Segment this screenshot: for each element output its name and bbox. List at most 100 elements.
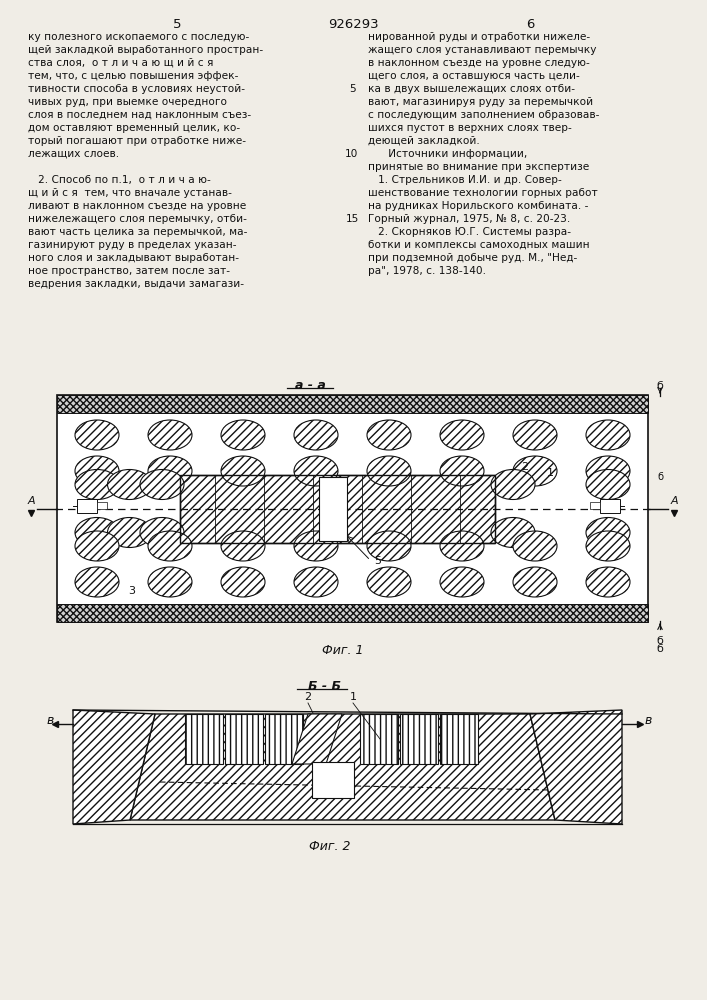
Text: 15: 15 xyxy=(346,214,358,224)
Text: 6: 6 xyxy=(526,18,534,31)
Text: торый погашают при отработке ниже-: торый погашают при отработке ниже- xyxy=(28,136,246,146)
Text: ку полезного ископаемого с последую-: ку полезного ископаемого с последую- xyxy=(28,32,250,42)
Text: 10: 10 xyxy=(345,149,358,159)
Ellipse shape xyxy=(440,456,484,486)
Bar xyxy=(180,475,495,542)
Text: нижележащего слоя перемычку, отби-: нижележащего слоя перемычку, отби- xyxy=(28,214,247,224)
Ellipse shape xyxy=(440,567,484,597)
Ellipse shape xyxy=(440,531,484,561)
Text: газинируют руду в пределах указан-: газинируют руду в пределах указан- xyxy=(28,240,237,250)
Ellipse shape xyxy=(586,567,630,597)
Bar xyxy=(225,714,263,764)
Text: б: б xyxy=(657,636,663,646)
Text: при подземной добыче руд. М., "Нед-: при подземной добыче руд. М., "Нед- xyxy=(368,253,577,263)
Text: принятые во внимание при экспертизе: принятые во внимание при экспертизе xyxy=(368,162,589,172)
Text: ливают в наклонном съезде на уровне: ливают в наклонном съезде на уровне xyxy=(28,201,246,211)
Ellipse shape xyxy=(491,470,535,499)
Text: щего слоя, а оставшуюся часть цели-: щего слоя, а оставшуюся часть цели- xyxy=(368,71,580,81)
Ellipse shape xyxy=(75,420,119,450)
Ellipse shape xyxy=(513,567,557,597)
Text: ка в двух вышележащих слоях отби-: ка в двух вышележащих слоях отби- xyxy=(368,84,575,94)
Text: 2. Скорняков Ю.Г. Системы разра-: 2. Скорняков Ю.Г. Системы разра- xyxy=(368,227,571,237)
Bar xyxy=(77,498,97,512)
Text: ботки и комплексы самоходных машин: ботки и комплексы самоходных машин xyxy=(368,240,590,250)
Text: 1: 1 xyxy=(349,692,356,702)
Ellipse shape xyxy=(513,420,557,450)
Text: лежащих слоев.: лежащих слоев. xyxy=(28,149,119,159)
Ellipse shape xyxy=(294,567,338,597)
Text: тем, что, с целью повышения эффек-: тем, что, с целью повышения эффек- xyxy=(28,71,238,81)
Text: 2: 2 xyxy=(522,462,529,472)
Text: 2. Способ по п.1,  о т л и ч а ю-: 2. Способ по п.1, о т л и ч а ю- xyxy=(28,175,211,185)
Ellipse shape xyxy=(586,518,630,548)
Ellipse shape xyxy=(294,420,338,450)
Text: жащего слоя устанавливают перемычку: жащего слоя устанавливают перемычку xyxy=(368,45,597,55)
Text: 5: 5 xyxy=(374,556,381,566)
Text: чивых руд, при выемке очередного: чивых руд, при выемке очередного xyxy=(28,97,227,107)
Ellipse shape xyxy=(440,420,484,450)
Text: 1: 1 xyxy=(547,468,554,479)
Ellipse shape xyxy=(491,518,535,548)
Text: шихся пустот в верхних слоях твер-: шихся пустот в верхних слоях твер- xyxy=(368,123,572,133)
Ellipse shape xyxy=(586,420,630,450)
Text: 2: 2 xyxy=(305,692,312,702)
Text: 1. Стрельников И.И. и др. Совер-: 1. Стрельников И.И. и др. Совер- xyxy=(368,175,562,185)
Ellipse shape xyxy=(294,531,338,561)
Ellipse shape xyxy=(586,456,630,486)
Bar xyxy=(400,714,438,764)
Bar xyxy=(185,714,223,764)
Text: вают, магазинируя руду за перемычкой: вают, магазинируя руду за перемычкой xyxy=(368,97,593,107)
Ellipse shape xyxy=(148,567,192,597)
Polygon shape xyxy=(292,714,342,764)
Text: А: А xyxy=(670,496,678,506)
Ellipse shape xyxy=(513,531,557,561)
Bar xyxy=(312,762,354,798)
Ellipse shape xyxy=(586,531,630,561)
Text: А: А xyxy=(27,496,35,506)
Text: слоя в последнем над наклонным съез-: слоя в последнем над наклонным съез- xyxy=(28,110,251,120)
Text: б: б xyxy=(657,472,663,482)
Text: шенствование технологии горных работ: шенствование технологии горных работ xyxy=(368,188,597,198)
Text: ра", 1978, с. 138-140.: ра", 1978, с. 138-140. xyxy=(368,266,486,276)
Ellipse shape xyxy=(367,456,411,486)
Text: щ и й с я  тем, что вначале устанав-: щ и й с я тем, что вначале устанав- xyxy=(28,188,232,198)
Ellipse shape xyxy=(586,470,630,499)
Ellipse shape xyxy=(140,518,184,548)
Text: б: б xyxy=(657,644,663,654)
Ellipse shape xyxy=(75,456,119,486)
Text: ного слоя и закладывают выработан-: ного слоя и закладывают выработан- xyxy=(28,253,239,263)
Bar xyxy=(590,502,600,508)
Text: в: в xyxy=(645,714,653,727)
Text: ведрения закладки, выдачи замагази-: ведрения закладки, выдачи замагази- xyxy=(28,279,244,289)
Text: Горный журнал, 1975, № 8, с. 20-23.: Горный журнал, 1975, № 8, с. 20-23. xyxy=(368,214,571,224)
Bar xyxy=(57,604,648,622)
Ellipse shape xyxy=(294,456,338,486)
Text: ства слоя,  о т л и ч а ю щ и й с я: ства слоя, о т л и ч а ю щ и й с я xyxy=(28,58,214,68)
Text: а - а: а - а xyxy=(295,379,325,392)
Text: 926293: 926293 xyxy=(327,18,378,31)
Bar xyxy=(318,477,346,540)
Text: в наклонном съезде на уровне следую-: в наклонном съезде на уровне следую- xyxy=(368,58,590,68)
Text: ное пространство, затем после зат-: ное пространство, затем после зат- xyxy=(28,266,230,276)
Ellipse shape xyxy=(367,531,411,561)
Ellipse shape xyxy=(75,518,119,548)
Bar xyxy=(57,395,648,413)
Polygon shape xyxy=(73,710,155,824)
Text: нированной руды и отработки нижеле-: нированной руды и отработки нижеле- xyxy=(368,32,590,42)
Ellipse shape xyxy=(75,567,119,597)
Text: Фиг. 1: Фиг. 1 xyxy=(322,644,363,657)
Bar xyxy=(440,714,478,764)
Ellipse shape xyxy=(221,531,265,561)
Text: щей закладкой выработанного простран-: щей закладкой выработанного простран- xyxy=(28,45,263,55)
Ellipse shape xyxy=(148,420,192,450)
Text: вают часть целика за перемычкой, ма-: вают часть целика за перемычкой, ма- xyxy=(28,227,247,237)
Text: 5: 5 xyxy=(349,84,356,94)
Ellipse shape xyxy=(148,456,192,486)
Ellipse shape xyxy=(367,420,411,450)
Text: 5: 5 xyxy=(173,18,181,31)
Bar xyxy=(180,475,495,542)
Text: Фиг. 2: Фиг. 2 xyxy=(309,840,351,853)
Text: дом оставляют временный целик, ко-: дом оставляют временный целик, ко- xyxy=(28,123,240,133)
Text: тивности способа в условиях неустой-: тивности способа в условиях неустой- xyxy=(28,84,245,94)
Text: с последующим заполнением образовав-: с последующим заполнением образовав- xyxy=(368,110,600,120)
